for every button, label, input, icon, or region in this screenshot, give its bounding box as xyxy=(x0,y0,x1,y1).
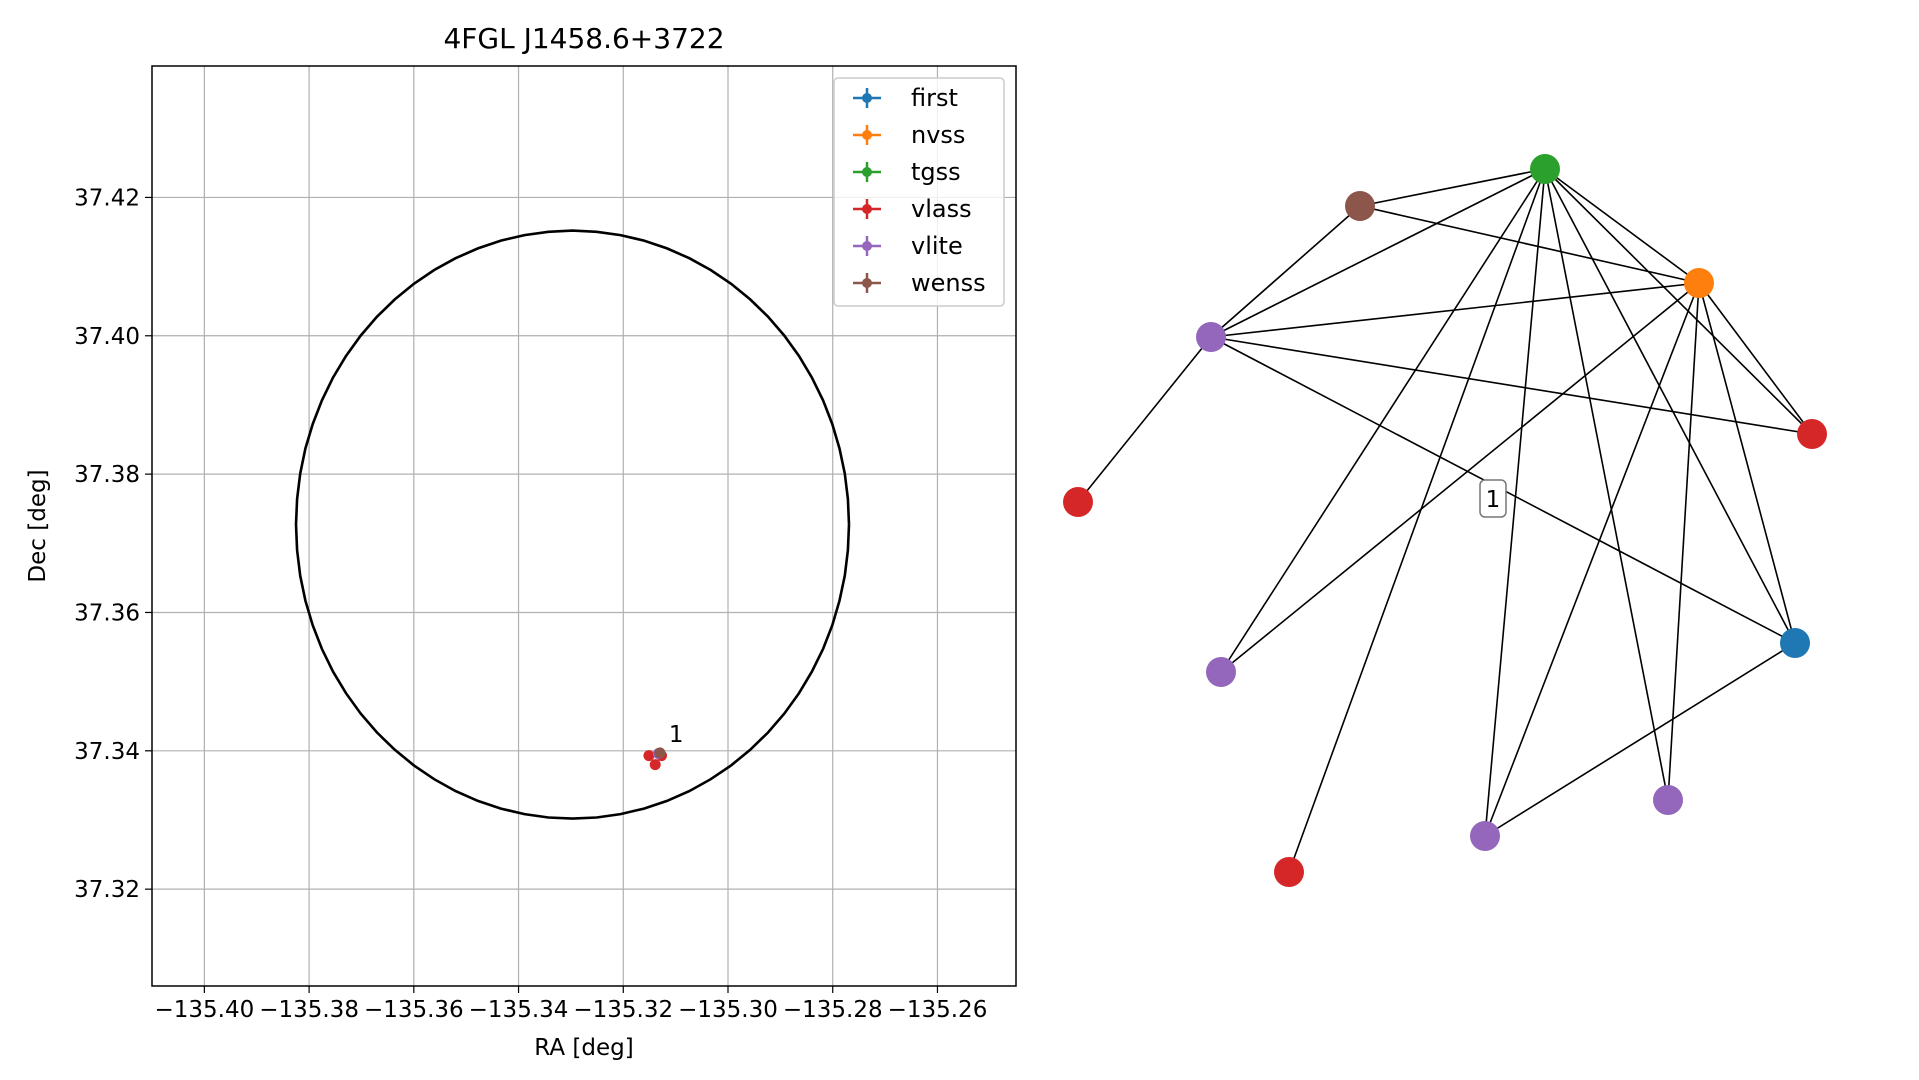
network-edge xyxy=(1484,282,1700,837)
network-labels: 1 xyxy=(1479,479,1507,518)
legend-dot-tgss xyxy=(862,167,872,177)
ellipse-outline xyxy=(294,229,851,820)
network-nodes xyxy=(1063,154,1827,887)
network-edge xyxy=(1210,282,1700,338)
network-edge xyxy=(1077,336,1212,503)
network-edge xyxy=(1698,282,1813,435)
network-node-vlite3 xyxy=(1470,821,1500,851)
network-label-box xyxy=(1479,479,1507,518)
network-edges xyxy=(1077,168,1813,873)
point-wenss xyxy=(654,747,666,759)
network-node-tgss0 xyxy=(1530,154,1560,184)
network-node-nvss0 xyxy=(1684,268,1714,298)
network-edge xyxy=(1484,168,1546,837)
legend-label-vlass: vlass xyxy=(911,195,972,223)
y-tick-label: 37.40 xyxy=(74,324,140,350)
network-edge xyxy=(1288,168,1546,873)
network-edge xyxy=(1210,168,1546,338)
y-tick-label: 37.38 xyxy=(74,462,140,488)
x-tick-label: −135.28 xyxy=(783,997,883,1023)
legend-dot-nvss xyxy=(862,130,872,140)
axis-ticks: −135.40 −135.38 −135.36 −135.34 −135.32 −135.… xyxy=(74,185,987,1023)
legend-label-vlite: vlite xyxy=(911,232,963,260)
point-vlass xyxy=(649,759,661,771)
x-axis-label: RA [deg] xyxy=(534,1035,633,1061)
legend-dot-vlass xyxy=(862,204,872,214)
y-tick-label: 37.42 xyxy=(74,185,140,211)
network-node-vlite1 xyxy=(1206,657,1236,687)
x-tick-label: −135.34 xyxy=(469,997,569,1023)
x-tick-label: −135.38 xyxy=(259,997,359,1023)
localization-ellipse xyxy=(294,229,851,820)
network-node-vlite2 xyxy=(1653,785,1683,815)
network-edge xyxy=(1359,205,1700,284)
y-tick-label: 37.34 xyxy=(74,739,140,765)
plot-frame xyxy=(151,65,1017,987)
legend-label-wenss: wenss xyxy=(911,269,986,297)
chart-title: 4FGL J1458.6+3722 xyxy=(443,22,724,55)
y-tick-label: 37.32 xyxy=(74,877,140,903)
legend-label-tgss: tgss xyxy=(911,158,961,186)
x-tick-label: −135.32 xyxy=(573,997,673,1023)
network-node-vlite0 xyxy=(1196,322,1226,352)
network-node-vlass2 xyxy=(1274,857,1304,887)
network-edge xyxy=(1544,168,1813,435)
network-panel: 1 xyxy=(1063,154,1827,887)
network-edge xyxy=(1220,168,1546,673)
x-tick-label: −135.30 xyxy=(678,997,778,1023)
network-node-vlass1 xyxy=(1063,487,1093,517)
y-axis-label: Dec [deg] xyxy=(25,469,51,582)
grid xyxy=(152,66,1016,986)
network-edge xyxy=(1359,168,1546,207)
legend-label-first: first xyxy=(911,84,958,112)
network-edge xyxy=(1210,205,1361,338)
y-tick-label: 37.36 xyxy=(74,600,140,626)
network-label: 1 xyxy=(1486,487,1501,513)
network-edge xyxy=(1544,168,1700,284)
network-edge xyxy=(1544,168,1669,801)
network-node-vlass0 xyxy=(1797,419,1827,449)
network-node-first0 xyxy=(1780,628,1810,658)
annotation-label: 1 xyxy=(669,722,684,748)
scatter-panel: 4FGL J1458.6+3722 1 −135.40 −135.38 −135.3… xyxy=(25,22,1017,1061)
legend-dot-vlite xyxy=(862,241,872,251)
annotations: 1 xyxy=(669,722,684,748)
network-edge xyxy=(1220,282,1700,673)
network-node-wenss0 xyxy=(1345,191,1375,221)
data-points xyxy=(643,747,667,771)
network-edge xyxy=(1667,282,1700,801)
network-edge xyxy=(1210,336,1813,435)
network-edge xyxy=(1484,642,1796,837)
legend-dot-first xyxy=(862,93,872,103)
legend: first nvss tgss vlass vlite wenss xyxy=(833,77,1005,307)
legend-label-nvss: nvss xyxy=(911,121,965,149)
x-tick-label: −135.36 xyxy=(364,997,464,1023)
legend-dot-wenss xyxy=(862,278,872,288)
x-tick-label: −135.40 xyxy=(154,997,254,1023)
network-edge xyxy=(1544,168,1796,644)
x-tick-label: −135.26 xyxy=(888,997,988,1023)
network-edge xyxy=(1698,282,1796,644)
point-vlass xyxy=(643,750,655,762)
